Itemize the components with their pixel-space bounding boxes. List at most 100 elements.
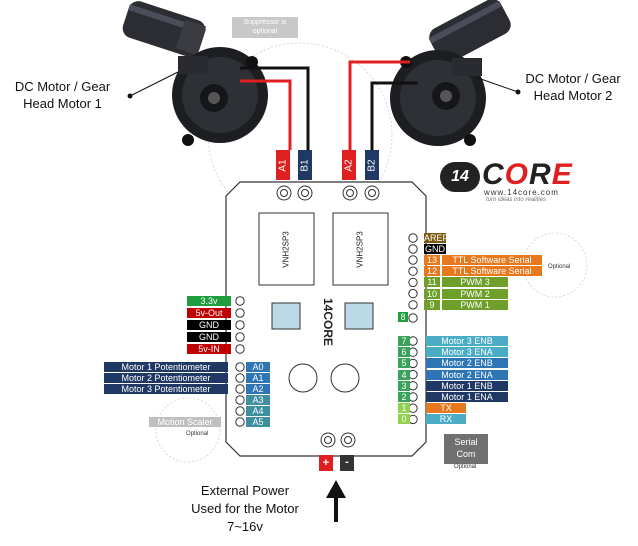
top-right-pin-number: 12	[424, 266, 440, 277]
pin-8-hole	[408, 313, 418, 323]
chip-1	[258, 212, 315, 286]
terminal-a1	[276, 150, 290, 180]
bottom-right-pin-function-label: RX	[426, 414, 466, 425]
power-pin-hole	[235, 332, 245, 342]
analog-pin-function-label: Motor 3 Potentiometer	[104, 384, 228, 394]
motor-1-pointer	[129, 71, 179, 97]
capacitor-2	[330, 363, 360, 393]
top-right-pin-function-label: TTL Software Serial	[442, 255, 542, 265]
power-arrow-icon	[326, 480, 346, 522]
bottom-right-pin-function-label: Motor 1 ENA	[426, 392, 508, 402]
terminal-b2-label: B2	[365, 150, 379, 180]
power-pin-label: GND	[187, 332, 231, 342]
bottom-right-pin-number: 3	[398, 380, 410, 391]
top-right-pin-function-label: PWM 2	[442, 288, 508, 299]
motor-2-image	[390, 0, 511, 146]
bottom-right-pin-number: 7	[398, 336, 410, 346]
motor-2-label: DC Motor / Gear Head Motor 2	[512, 70, 634, 104]
chip-1-label: VNH2SP3	[259, 213, 314, 285]
terminal-a1-label: A1	[276, 150, 290, 180]
suppressor-note-line2: optional	[252, 28, 278, 35]
external-power-line2: Used for the Motor	[191, 501, 299, 516]
motor-1-image	[122, 1, 268, 146]
power-pin-hole	[235, 296, 245, 306]
external-power-label: External Power Used for the Motor 7~16v	[180, 482, 310, 536]
power-pin-hole	[235, 344, 245, 354]
bottom-right-pin-hole	[408, 414, 418, 425]
analog-pin-number: A3	[246, 395, 270, 405]
bottom-right-pin-number: 1	[398, 403, 410, 414]
analog-pin-hole	[235, 373, 245, 383]
analog-pin-function-label: Motor 1 Potentiometer	[104, 362, 228, 372]
bottom-right-pin-hole	[408, 358, 418, 369]
brand-logo-badge: 14	[440, 162, 480, 192]
top-right-pin-hole	[408, 266, 418, 276]
terminal-a2-text: A2	[343, 158, 355, 172]
analog-pin-function-label: Motor 2 Potentiometer	[104, 373, 228, 383]
motor-2-pointer	[477, 77, 519, 93]
analog-pin-hole	[235, 417, 245, 427]
bottom-right-pin-hole	[408, 347, 418, 357]
analog-pin-number: A4	[246, 406, 270, 416]
power-pin-label: 5v-Out	[187, 308, 231, 318]
top-right-pin-number: 10	[424, 288, 440, 299]
serial-com-optional: Optional	[454, 464, 477, 470]
analog-pin-function-label: Motion Scaler	[149, 417, 221, 427]
pin-8-number: 8	[398, 312, 408, 322]
power-pin-label: 3.3v	[187, 296, 231, 306]
brand-logo-word: CORE	[482, 158, 573, 191]
terminal-b1-text: B1	[299, 158, 311, 172]
analog-pin-hole	[235, 384, 245, 394]
top-right-pin-function-label: TTL Software Serial	[442, 266, 542, 277]
motor-1-label: DC Motor / Gear Head Motor 1	[0, 78, 125, 112]
terminal-b2-text: B2	[366, 158, 378, 172]
motor-2-label-line1: DC Motor / Gear	[525, 71, 621, 86]
bottom-right-pin-function-label: TX	[426, 403, 466, 414]
top-right-pin-hole	[408, 233, 418, 243]
bottom-right-pin-number: 2	[398, 392, 410, 402]
serial-com-line1: Serial	[454, 437, 478, 447]
analog-pin-number: A0	[246, 362, 270, 372]
top-right-pin-function-label: PWM 3	[442, 277, 508, 288]
power-pin-hole	[235, 308, 245, 318]
brand-logo: 14 CORE www.14core.com turn ideas into r…	[440, 160, 610, 204]
analog-pin-hole	[235, 406, 245, 416]
bottom-right-pin-number: 6	[398, 347, 410, 358]
bottom-right-pin-number: 0	[398, 414, 410, 425]
analog-pin-number: A1	[246, 373, 270, 383]
pin-holes	[235, 233, 418, 427]
top-right-pin-function-label: AREF	[424, 233, 449, 243]
suppressor-note-line1: Suppressor is	[243, 19, 287, 26]
bottom-right-pin-function-label: Motor 1 ENB	[426, 380, 508, 391]
motor-1-wires	[240, 66, 310, 150]
power-pin-label: GND	[187, 320, 231, 330]
board-logo: 14CORE	[300, 290, 356, 354]
top-right-pin-number: 13	[424, 255, 440, 265]
bottom-right-pin-hole	[408, 403, 418, 413]
terminal-b1	[298, 150, 312, 180]
brand-logo-url: www.14core.com	[484, 188, 559, 197]
terminal-b1-label: B1	[298, 150, 312, 180]
analog-pin-hole	[235, 395, 245, 405]
bottom-right-pin-function-label: Motor 3 ENB	[426, 336, 508, 346]
motor-2-label-line2: Head Motor 2	[533, 88, 613, 103]
pad-2	[344, 302, 374, 330]
bottom-right-pin-hole	[408, 381, 418, 391]
power-plus-symbol: +	[322, 457, 330, 469]
chip-2-text: VNH2SP3	[356, 230, 365, 268]
top-right-pin-function-label: PWM 1	[442, 299, 508, 310]
motor-2-wires	[348, 60, 418, 150]
terminal-a1-text: A1	[277, 158, 289, 172]
chip-1-text: VNH2SP3	[282, 230, 291, 268]
power-minus-symbol: -	[345, 456, 349, 468]
external-power-line3: 7~16v	[227, 519, 263, 534]
terminal-b2	[365, 150, 379, 180]
power-minus-block	[340, 455, 354, 471]
bottom-right-pin-function-label: Motor 2 ENB	[426, 358, 508, 369]
terminal-a2	[342, 150, 356, 180]
serial-com-box: Serial Com	[444, 434, 488, 464]
board-logo-text: 14CORE	[321, 297, 335, 347]
top-right-pin-number: 9	[424, 299, 440, 310]
power-pin-hole	[235, 320, 245, 330]
